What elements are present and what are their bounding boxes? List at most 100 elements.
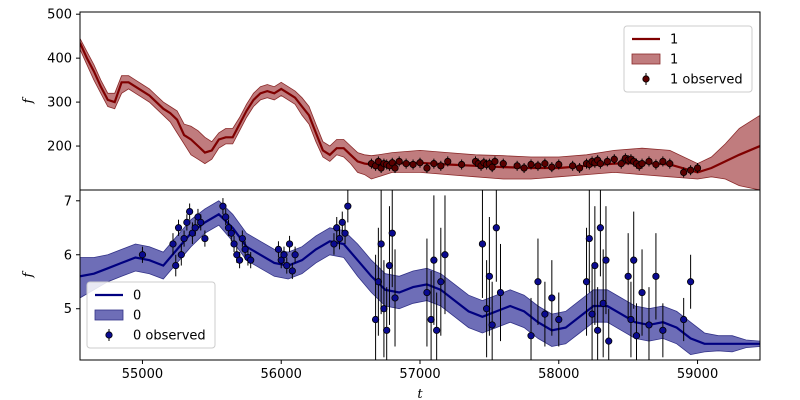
- bottom-legend-label: 0: [133, 289, 141, 304]
- top-observed-point: [491, 157, 499, 166]
- bottom-observed-point: [201, 234, 209, 243]
- top-ytick-label: 400: [47, 52, 72, 67]
- top-observed-point: [638, 160, 646, 168]
- bottom-observed-point: [138, 251, 147, 259]
- bottom-observed-point: [582, 278, 591, 286]
- bottom-observed-point: [427, 315, 435, 324]
- bottom-legend: 0 0 0 observed: [86, 281, 216, 349]
- top-observed-point: [693, 164, 702, 172]
- top-legend-marker-swatch: [642, 75, 650, 83]
- bottom-observed-point: [291, 251, 299, 259]
- bottom-observed-point: [596, 224, 605, 232]
- top-observed-point: [596, 160, 605, 168]
- top-observed-point: [534, 162, 542, 170]
- top-observed-point: [499, 160, 507, 168]
- top-observed-point: [541, 160, 549, 168]
- bottom-legend-label: 0: [133, 309, 141, 324]
- bottom-observed-point: [548, 294, 556, 302]
- bottom-observed-point: [247, 256, 255, 264]
- bottom-observed-point: [602, 256, 610, 264]
- bottom-observed-point: [478, 240, 487, 248]
- bottom-observed-point: [285, 240, 294, 248]
- bottom-xtick-label: 58000: [538, 367, 579, 382]
- top-observed-point: [416, 159, 424, 167]
- bottom-observed-point: [172, 261, 180, 270]
- top-legend-label: 1 observed: [670, 73, 743, 88]
- top-observed-point: [520, 164, 528, 172]
- top-observed-point: [402, 160, 410, 168]
- bottom-ytick-label: 5: [64, 302, 72, 317]
- bottom-observed-point: [238, 234, 246, 243]
- bottom-observed-point: [341, 229, 349, 237]
- bottom-observed-point: [169, 240, 177, 248]
- bottom-observed-point: [219, 202, 227, 210]
- bottom-observed-point: [280, 251, 288, 259]
- bottom-observed-point: [371, 315, 380, 324]
- bottom-observed-point: [330, 240, 338, 248]
- bottom-xtick-label: 59000: [677, 367, 718, 382]
- top-observed-point: [527, 160, 535, 169]
- bottom-observed-point: [177, 251, 185, 259]
- bottom-observed-point: [197, 218, 205, 226]
- top-observed-point: [488, 163, 496, 171]
- bottom-observed-point: [437, 278, 445, 286]
- top-plot-content: [80, 38, 760, 190]
- bottom-legend-label: 0 observed: [133, 329, 206, 344]
- bottom-observed-point: [541, 310, 549, 318]
- top-observed-point: [645, 157, 653, 166]
- bottom-observed-point: [274, 245, 283, 253]
- bottom-observed-point: [599, 299, 607, 307]
- bottom-observed-point: [483, 305, 491, 313]
- top-observed-point: [423, 164, 431, 172]
- bottom-observed-point: [441, 251, 449, 259]
- bottom-observed-point: [433, 326, 441, 334]
- top-observed-point: [513, 162, 521, 170]
- bottom-xlabel: t: [417, 387, 423, 400]
- bottom-observed-point: [492, 224, 500, 232]
- top-observed-point: [575, 164, 584, 172]
- top-ytick-label: 200: [47, 140, 72, 155]
- top-observed-point: [409, 160, 417, 169]
- bottom-observed-point: [174, 224, 183, 232]
- top-panel: 200 300 400 500 f 1 1 1 observed: [21, 8, 761, 191]
- top-observed-point: [652, 160, 660, 169]
- bottom-observed-point: [485, 272, 493, 280]
- bottom-observed-point: [377, 240, 385, 248]
- bottom-observed-point: [180, 234, 188, 243]
- top-legend: 1 1 1 observed: [623, 25, 753, 93]
- bottom-observed-point: [241, 245, 249, 253]
- top-observed-point: [659, 157, 667, 166]
- bottom-observed-point: [627, 315, 635, 324]
- bottom-observed-point: [630, 256, 638, 264]
- bottom-ytick-label: 7: [64, 194, 72, 209]
- bottom-observed-point: [423, 288, 431, 297]
- top-observed-point: [687, 166, 695, 174]
- bottom-legend-box: [86, 281, 216, 349]
- bottom-observed-point: [632, 332, 641, 340]
- bottom-observed-point: [430, 256, 438, 264]
- top-ylabel: f: [21, 96, 36, 104]
- top-ytick-label: 500: [47, 8, 72, 23]
- bottom-observed-point: [380, 305, 388, 313]
- bottom-observed-point: [496, 288, 505, 297]
- top-ytick-label: 300: [47, 96, 72, 111]
- top-observed-point: [555, 160, 563, 169]
- bottom-observed-point: [335, 234, 344, 243]
- bottom-observed-point: [374, 278, 382, 286]
- bottom-observed-point: [235, 256, 244, 264]
- bottom-observed-point: [183, 218, 191, 226]
- top-observed-point: [458, 160, 466, 169]
- top-legend-label: 1: [670, 53, 678, 68]
- bottom-observed-point: [652, 272, 660, 280]
- bottom-observed-point: [227, 229, 235, 237]
- bottom-observed-point: [488, 321, 496, 329]
- bottom-observed-point: [191, 224, 199, 232]
- bottom-ytick-label: 6: [64, 248, 72, 263]
- bottom-observed-point: [388, 229, 396, 237]
- bottom-observed-point: [186, 207, 194, 216]
- bottom-observed-point: [534, 278, 542, 286]
- bottom-observed-point: [283, 261, 291, 270]
- bottom-xtick-label: 55000: [122, 367, 163, 382]
- top-observed-point: [666, 160, 674, 168]
